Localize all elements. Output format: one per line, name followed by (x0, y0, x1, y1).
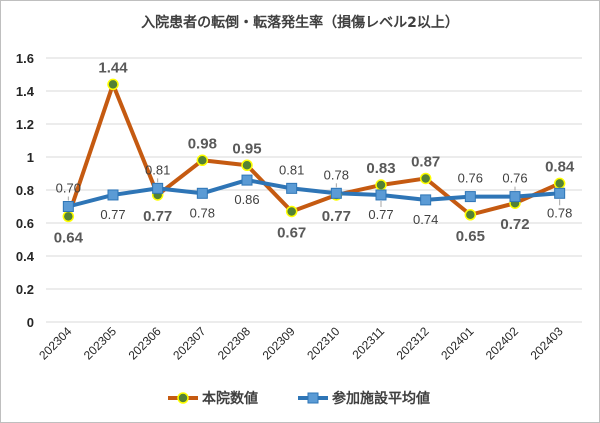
x-tick-label: 202311 (350, 324, 388, 362)
main-data-label: 0.83 (366, 160, 395, 177)
avg-data-label: 0.76 (458, 171, 483, 186)
avg-data-label: 0.81 (279, 162, 304, 177)
main-point (553, 177, 566, 190)
avg-point (330, 187, 342, 199)
x-tick-label: 202306 (126, 324, 164, 362)
avg-point (62, 201, 74, 212)
main-data-label: 0.64 (54, 229, 84, 246)
avg-point (420, 194, 432, 206)
main-point (62, 210, 75, 223)
x-tick-label: 202402 (483, 324, 521, 362)
series-line-0 (66, 82, 561, 218)
main-data-label: 0.65 (456, 228, 485, 245)
main-data-label: 0.67 (277, 224, 306, 241)
main-data-label: 0.72 (500, 216, 529, 233)
main-point (107, 78, 119, 91)
avg-point (152, 182, 164, 194)
avg-data-label: 0.70 (56, 181, 81, 196)
y-tick-label: 1.4 (16, 84, 35, 99)
main-point (375, 179, 387, 191)
y-tick-label: 0.2 (16, 282, 34, 297)
avg-point (375, 189, 387, 201)
avg-point (464, 191, 476, 203)
x-tick-label: 202312 (394, 324, 432, 362)
x-tick-label: 202304 (36, 324, 74, 362)
avg-point (196, 187, 208, 199)
avg-point (554, 187, 566, 199)
y-tick-label: 0.4 (16, 249, 35, 264)
x-tick-label: 202403 (528, 324, 566, 362)
x-tick-label: 202310 (304, 324, 342, 362)
main-data-label: 0.87 (411, 153, 440, 170)
avg-data-label: 0.78 (190, 205, 215, 220)
avg-data-label: 0.86 (234, 192, 259, 207)
legend-label-0: 本院数値 (202, 390, 258, 407)
main-point (285, 205, 298, 218)
avg-point (241, 174, 253, 186)
x-tick-label: 202307 (170, 324, 208, 362)
avg-data-label: 0.77 (100, 207, 125, 222)
main-data-label: 0.98 (188, 135, 217, 152)
avg-data-label: 0.76 (502, 171, 527, 186)
avg-data-label: 0.74 (413, 212, 438, 227)
chart-title: 入院患者の転倒・転落発生率（損傷レベル2以上） (141, 14, 459, 31)
main-data-label: 0.77 (322, 208, 351, 225)
legend-label-1: 参加施設平均値 (332, 390, 430, 407)
y-tick-label: 0.6 (16, 216, 34, 231)
y-tick-label: 1 (27, 150, 34, 165)
avg-data-label: 0.78 (324, 167, 349, 182)
avg-data-label: 0.77 (368, 207, 393, 222)
main-data-label: 0.84 (545, 158, 575, 175)
main-data-label: 0.95 (232, 140, 261, 157)
y-tick-label: 1.2 (16, 117, 34, 132)
main-point (419, 172, 432, 185)
x-tick-label: 202305 (81, 324, 119, 362)
main-data-label: 1.44 (98, 59, 128, 76)
legend-marker-1 (307, 392, 319, 404)
x-tick-label: 202308 (215, 324, 253, 362)
series-line-1 (67, 178, 560, 209)
x-tick-label: 202401 (438, 324, 476, 362)
avg-data-label: 0.81 (145, 162, 170, 177)
avg-point (509, 191, 521, 203)
avg-data-label: 0.78 (547, 205, 572, 220)
main-data-label: 0.77 (143, 208, 172, 225)
y-tick-label: 0.8 (16, 183, 34, 198)
avg-point (286, 182, 298, 194)
main-point (241, 159, 253, 171)
x-tick-label: 202309 (260, 324, 298, 362)
avg-point (107, 189, 119, 201)
y-tick-label: 0 (27, 315, 34, 330)
y-tick-label: 1.6 (16, 51, 34, 66)
main-point (196, 154, 209, 167)
legend-marker-0 (177, 392, 189, 404)
main-point (464, 209, 477, 221)
